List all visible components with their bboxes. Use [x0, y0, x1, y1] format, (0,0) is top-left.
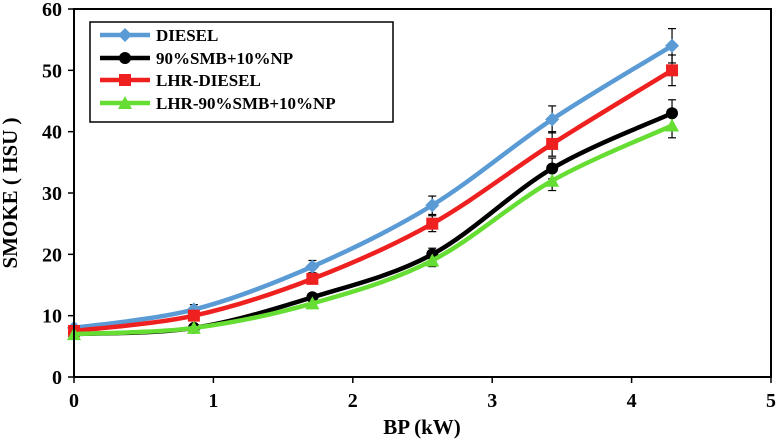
- legend-label: LHR-90%SMB+10%NP: [156, 94, 336, 113]
- legend-entry: LHR-90%SMB+10%NP: [100, 94, 336, 113]
- legend-entry: DIESEL: [100, 26, 218, 45]
- x-tick-label: 1: [208, 390, 218, 412]
- data-point: [425, 253, 440, 267]
- legend-label: LHR-DIESEL: [156, 71, 261, 90]
- x-tick-label: 2: [348, 390, 358, 412]
- series-line: [73, 68, 674, 334]
- legend-swatch-marker: [118, 28, 132, 42]
- x-tick-label: 5: [766, 390, 776, 412]
- series-line: [73, 43, 674, 331]
- legend-entry: LHR-DIESEL: [100, 71, 261, 90]
- y-tick-label: 30: [42, 183, 62, 205]
- legend-swatch-marker: [118, 96, 132, 109]
- data-point: [426, 217, 439, 230]
- legend: DIESEL 90%SMB+10%NP LHR-DIESEL LHR-90%SMB+1…: [89, 21, 394, 123]
- data-point: [305, 259, 320, 274]
- data-point: [545, 112, 560, 127]
- legend-label: 90%SMB+10%NP: [156, 49, 293, 68]
- x-tick-label: 3: [487, 390, 497, 412]
- data-point: [186, 320, 201, 334]
- legend-entry: 90%SMB+10%NP: [100, 49, 293, 68]
- series-lhr-90-smb-10-np: [67, 112, 680, 341]
- y-axis-title: SMOKE ( HSU ): [0, 117, 22, 268]
- data-point: [665, 118, 680, 132]
- data-point: [425, 198, 440, 213]
- legend-label: DIESEL: [156, 26, 218, 45]
- x-axis-title: BP (kW): [383, 415, 461, 439]
- data-point: [666, 64, 679, 77]
- legend-box: [89, 21, 394, 123]
- series-layer: [67, 28, 680, 341]
- y-tick-label: 0: [52, 367, 62, 389]
- y-tick-label: 50: [42, 60, 62, 82]
- data-point: [545, 173, 560, 187]
- data-point: [305, 296, 320, 310]
- legend-swatch-marker: [119, 52, 131, 64]
- data-point: [665, 38, 680, 53]
- data-point: [546, 137, 559, 150]
- data-point: [306, 272, 319, 285]
- y-tick-label: 20: [42, 244, 62, 266]
- y-tick-label: 40: [42, 122, 62, 144]
- y-tick-label: 60: [42, 0, 62, 21]
- x-tick-label: 0: [69, 390, 79, 412]
- x-tick-label: 4: [627, 390, 637, 412]
- y-tick-label: 10: [42, 306, 62, 328]
- data-point: [187, 309, 200, 322]
- legend-swatch-marker: [119, 74, 131, 86]
